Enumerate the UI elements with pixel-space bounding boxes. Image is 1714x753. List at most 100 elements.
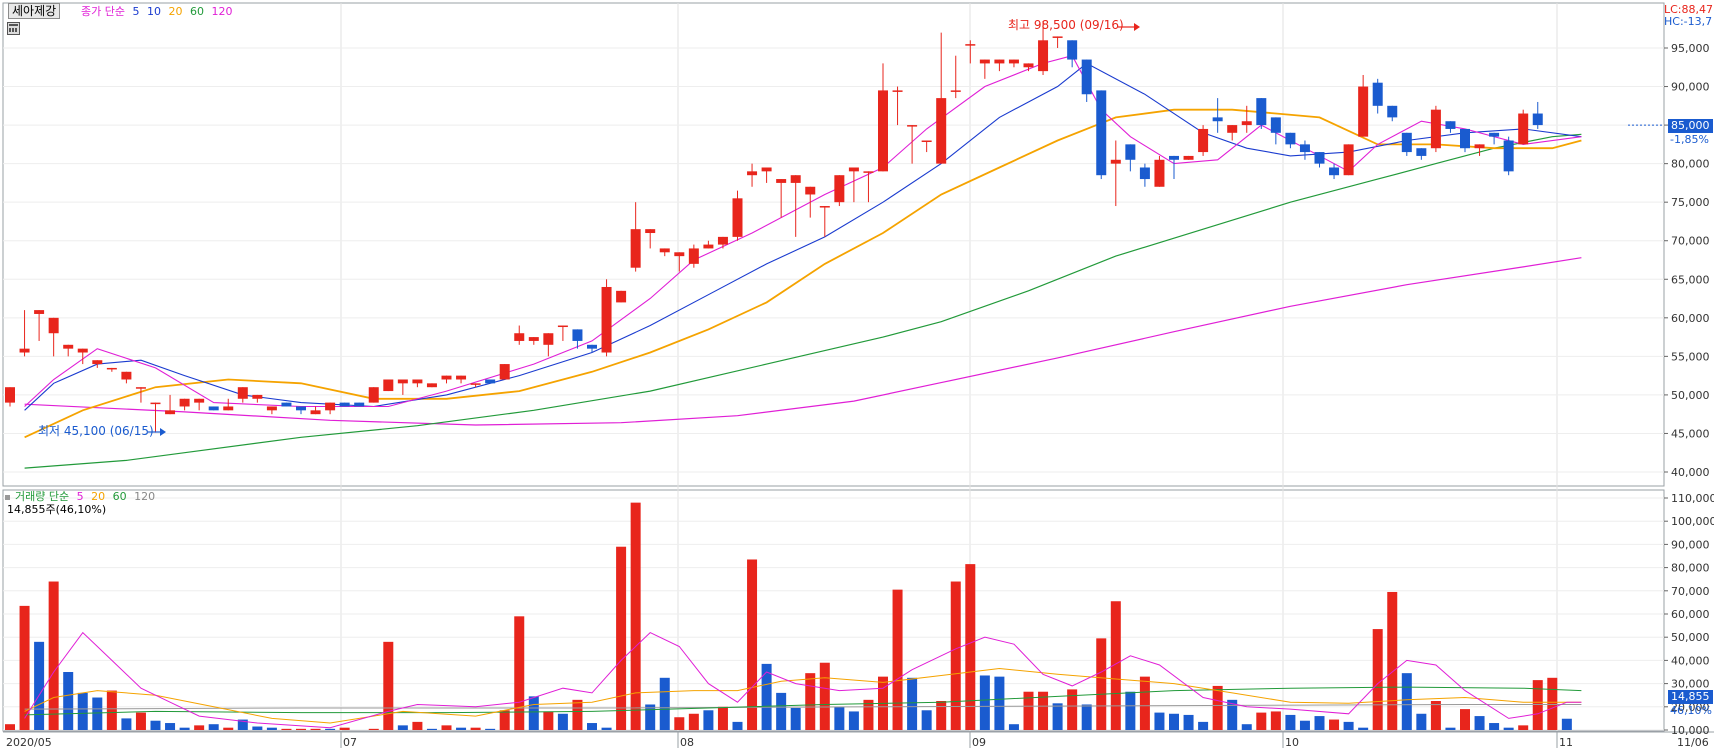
volume-bar xyxy=(674,717,685,730)
candle-body xyxy=(587,344,597,349)
volume-tick-label: 100,000 xyxy=(1671,515,1714,528)
volume-bar xyxy=(805,673,816,730)
volume-pct-label: 46,10% xyxy=(1670,704,1712,717)
volume-bar xyxy=(1212,685,1223,730)
x-tick-label: 11 xyxy=(1559,736,1573,749)
volume-bar xyxy=(441,725,452,730)
candle-body xyxy=(1038,40,1049,72)
x-tick-label: 09 xyxy=(972,736,986,749)
volume-bar xyxy=(1532,680,1543,730)
price-tick-label: 65,000 xyxy=(1671,273,1710,286)
volume-bar xyxy=(936,701,947,730)
candle-body xyxy=(936,98,947,164)
volume-info: 14,855주(46,10%) xyxy=(7,503,107,516)
volume-bar xyxy=(732,721,743,730)
volume-bar xyxy=(572,699,583,730)
price-legend-prefix: 종가 단순 xyxy=(81,5,125,18)
volume-bar xyxy=(252,726,263,730)
candle-body xyxy=(426,383,437,388)
candle-body xyxy=(979,59,990,64)
candle-body xyxy=(601,286,612,353)
volume-bar xyxy=(397,725,408,730)
candle-body xyxy=(863,171,874,173)
volume-bar xyxy=(19,605,30,730)
price-ma10-line xyxy=(24,62,1582,411)
volume-bar xyxy=(514,616,525,730)
volume-bar xyxy=(528,696,539,730)
x-tick-label: 07 xyxy=(343,736,357,749)
candle-body xyxy=(747,171,758,176)
candle-body xyxy=(368,387,379,403)
price-tick-label: 40,000 xyxy=(1671,466,1710,479)
volume-bar xyxy=(1358,727,1369,730)
volume-tick-label: 40,000 xyxy=(1671,654,1710,667)
candle-body xyxy=(1329,167,1340,176)
volume-bar xyxy=(1518,725,1529,730)
candle-body xyxy=(5,387,15,403)
volume-bar xyxy=(1489,723,1500,730)
candle-body xyxy=(339,402,350,407)
volume-bar xyxy=(1547,677,1558,730)
volume-bar xyxy=(703,710,714,730)
volume-bar xyxy=(1329,719,1340,730)
volume-bar xyxy=(456,727,467,730)
volume-bar xyxy=(994,676,1005,730)
volume-bar xyxy=(1416,713,1427,730)
candle-body xyxy=(1285,132,1296,145)
volume-bar xyxy=(1299,720,1310,730)
volume-bar xyxy=(1038,691,1049,730)
volume-bar xyxy=(1474,716,1485,730)
volume-bar xyxy=(470,727,481,730)
volume-bar xyxy=(5,724,15,730)
price-panel xyxy=(2,2,1665,487)
volume-bar xyxy=(543,711,554,730)
volume-bar xyxy=(659,677,670,730)
candle-body xyxy=(732,198,743,237)
volume-bar xyxy=(179,727,190,730)
candle-body xyxy=(1198,128,1209,153)
stock-name-button[interactable]: 세아제강 xyxy=(8,3,61,19)
volume-bar xyxy=(1314,716,1325,730)
price-tick-label: 45,000 xyxy=(1671,427,1710,440)
volume-bar xyxy=(1154,712,1165,730)
volume-bar xyxy=(1270,711,1281,730)
legend-ma120: 120 xyxy=(211,5,233,18)
volume-bar xyxy=(761,663,772,730)
candle-body xyxy=(19,348,30,353)
candle-body xyxy=(1460,128,1470,149)
vol-legend-ma60: 60 xyxy=(112,490,127,503)
candle-body xyxy=(1474,144,1485,149)
candle-body xyxy=(325,402,336,411)
legend-ma60: 60 xyxy=(189,5,204,18)
candle-body xyxy=(761,167,772,172)
candle-body xyxy=(630,229,641,268)
volume-legend-prefix: 거래량 단순 xyxy=(15,490,70,503)
volume-bar xyxy=(1067,689,1078,730)
volume-bar xyxy=(296,728,306,730)
volume-bar xyxy=(150,720,161,730)
volume-bar xyxy=(907,677,918,730)
candle-body xyxy=(252,394,263,399)
volume-bar xyxy=(587,723,597,730)
candle-body xyxy=(1445,121,1456,129)
price-tick-label: 55,000 xyxy=(1671,350,1710,363)
volume-bar xyxy=(848,711,859,730)
candle-body xyxy=(165,410,176,415)
low-arrow-head xyxy=(160,428,166,436)
calculator-icon[interactable] xyxy=(7,22,20,35)
candle-body xyxy=(456,375,467,380)
volume-bar xyxy=(776,692,787,730)
vol-legend-ma5: 5 xyxy=(76,490,84,503)
volume-bar xyxy=(1169,713,1179,730)
candle-body xyxy=(819,206,830,208)
volume-bar xyxy=(616,546,627,730)
candle-body xyxy=(34,310,45,314)
volume-tick-label: 60,000 xyxy=(1671,608,1710,621)
candle-body xyxy=(674,252,685,257)
volume-bar xyxy=(790,707,801,730)
candle-body xyxy=(1358,86,1369,137)
candle-body xyxy=(1023,63,1034,68)
volume-bar xyxy=(1241,724,1252,730)
